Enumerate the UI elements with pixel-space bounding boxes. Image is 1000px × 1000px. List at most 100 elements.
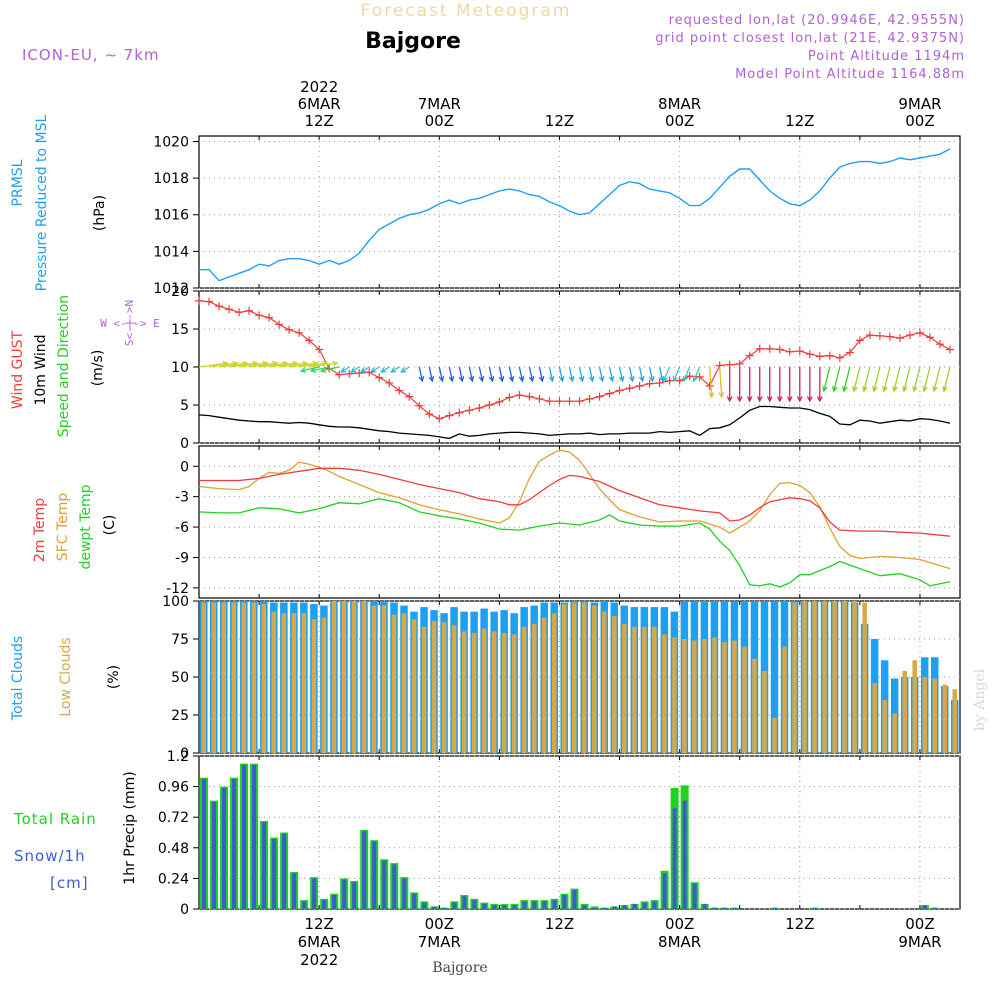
snow-bar: [302, 901, 307, 909]
gust-marker: [265, 313, 274, 322]
low-cloud-bar: [251, 602, 257, 753]
wind-direction-arrowhead: [832, 385, 838, 393]
gust-marker: [845, 348, 854, 357]
gust-marker: [565, 397, 574, 406]
wind-direction-arrowhead: [428, 376, 435, 383]
snow-bar: [492, 905, 497, 909]
gust-marker: [935, 340, 944, 349]
wind-ytick-label: 0: [180, 436, 189, 452]
low-cloud-bar: [571, 602, 577, 753]
gust-marker: [525, 392, 534, 401]
temp-label-sfc: SFC Temp: [55, 493, 71, 562]
low-cloud-bar: [802, 601, 807, 753]
wind-direction-arrow: [893, 366, 901, 392]
snow-bar: [242, 764, 247, 909]
wind-direction-arrow: [418, 366, 423, 382]
snow-bar: [282, 833, 287, 909]
wind-direction-arrow: [709, 366, 713, 398]
gust-marker: [195, 296, 203, 305]
gust-marker: [895, 334, 904, 343]
snow-bar: [422, 902, 427, 909]
time-label-bottom: 00Z: [665, 915, 694, 933]
wind-direction-arrowhead: [806, 396, 813, 403]
gust-marker: [645, 379, 654, 388]
low-cloud-bar: [561, 604, 567, 753]
wind-labels: Wind GUST 10m Wind Speed and Direction (…: [10, 295, 160, 437]
low-cloud-bar: [792, 602, 797, 753]
wind-direction-arrowhead: [902, 385, 908, 393]
wind-compass: W <-|-> E: [100, 317, 160, 330]
wind-direction-arrowhead: [518, 376, 525, 383]
time-label-bottom: 00Z: [425, 915, 454, 933]
gust-marker: [315, 345, 324, 354]
gust-marker: [615, 386, 624, 395]
gust-marker: [225, 305, 234, 314]
wind-direction-arrowhead: [682, 375, 688, 383]
wind-direction-arrow: [279, 362, 308, 368]
time-label-top: 8MAR: [658, 95, 701, 113]
low-cloud-bar: [822, 601, 827, 753]
wind-direction-arrow: [628, 366, 634, 382]
snow-bar: [432, 906, 437, 909]
wind-direction-arrowhead: [332, 360, 339, 367]
wind-direction-arrow: [823, 366, 831, 392]
low-cloud-bar: [491, 631, 497, 753]
wind-direction-arrow: [853, 366, 861, 392]
snow-bar: [632, 903, 637, 909]
gust-marker: [585, 394, 594, 403]
wind-direction-arrowhead: [662, 375, 668, 383]
snow-bar: [682, 800, 687, 909]
wind-direction-arrowhead: [912, 385, 918, 393]
low-cloud-bar: [832, 601, 837, 753]
snow-bar: [392, 864, 397, 909]
temp-frame: [198, 445, 961, 599]
low-cloud-bar: [361, 601, 367, 753]
low-cloud-bar: [411, 619, 417, 753]
low-cloud-bar: [912, 660, 917, 753]
low-cloud-bar: [952, 689, 957, 753]
snow-bar: [772, 907, 777, 909]
wind-direction-arrowhead: [708, 392, 715, 399]
pressure-line: [199, 148, 951, 282]
clouds-ytick-label: 0: [180, 746, 189, 762]
wind-direction-arrowhead: [718, 392, 725, 399]
gust-marker: [945, 345, 954, 354]
wind-direction-arrowhead: [538, 376, 545, 383]
snow-bar: [582, 905, 587, 909]
precip-unit: 1hr Precip (mm): [122, 771, 138, 884]
wind-ytick-label: 20: [171, 284, 189, 300]
time-label-top: 00Z: [425, 112, 454, 130]
wind-direction-arrow: [558, 366, 564, 382]
wind-direction-arrowhead: [478, 376, 485, 383]
wind-ytick-label: 15: [171, 322, 189, 338]
low-cloud-bar: [341, 601, 347, 753]
wind-direction-arrow: [683, 366, 691, 382]
snow-bar: [402, 878, 407, 909]
forecast-title: Forecast Meteogram: [361, 1, 572, 21]
low-cloud-bar: [261, 604, 267, 753]
gust-marker: [245, 306, 254, 315]
cloud-label-low: Low Clouds: [58, 637, 74, 716]
low-cloud-bar: [732, 640, 737, 753]
low-cloud-bar: [531, 623, 537, 753]
gust-marker: [305, 336, 314, 345]
gust-marker: [285, 325, 294, 334]
snow-bar: [212, 801, 217, 909]
gust-marker: [665, 376, 674, 385]
time-label-bottom: 00Z: [905, 915, 934, 933]
low-cloud-bar: [331, 601, 337, 753]
low-cloud-bar: [221, 602, 227, 753]
wind-direction-arrow: [478, 366, 484, 382]
wind-direction-arrow: [518, 366, 524, 382]
wind-direction-arrowhead: [872, 385, 878, 393]
wind-direction-arrow: [528, 366, 534, 382]
wind-direction-arrowhead: [598, 376, 605, 383]
low-cloud-bar: [942, 684, 947, 753]
temp-unit: (C): [102, 515, 118, 536]
gust-marker: [255, 311, 264, 320]
low-cloud-bar: [672, 637, 677, 753]
low-cloud-bar: [311, 619, 317, 753]
snow-bar: [222, 787, 227, 909]
wind-direction-arrow: [428, 366, 433, 382]
time-label-top: 00Z: [665, 112, 694, 130]
